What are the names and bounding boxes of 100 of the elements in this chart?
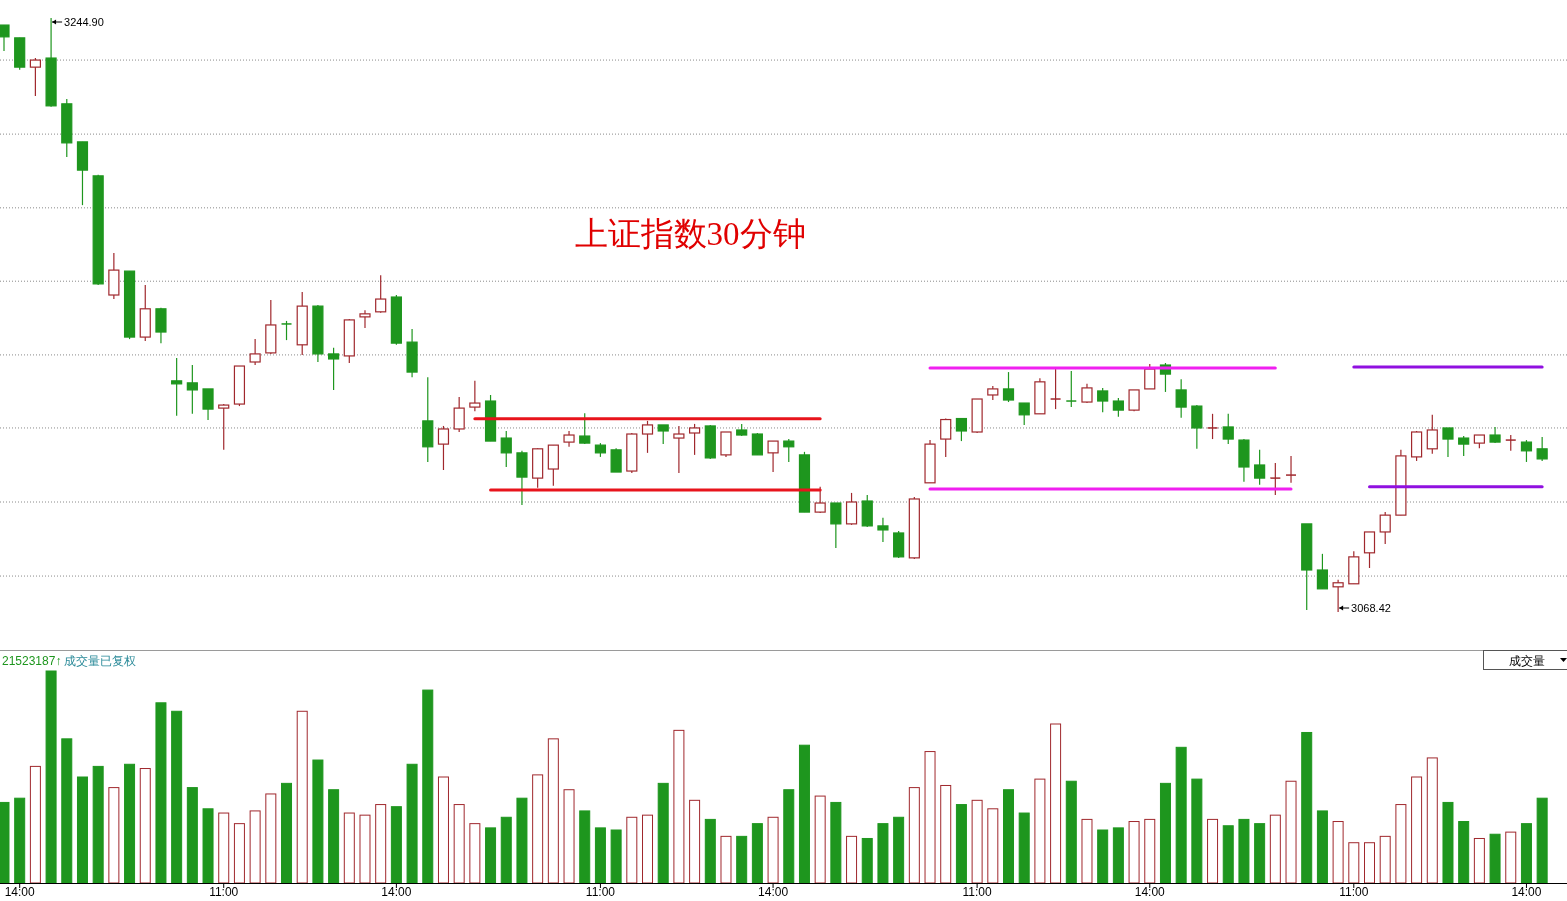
bar [485,827,497,884]
bar [233,823,245,884]
text: 21523187↑ [2,654,62,668]
bar [281,782,293,884]
bar [155,702,167,884]
bar [736,835,748,884]
bar [328,789,340,884]
bar [673,729,685,884]
bar [1316,810,1328,884]
bar [1395,804,1407,884]
text: 成交量 [1509,654,1545,668]
bar [767,816,779,884]
bar [971,799,983,884]
bar [1222,825,1234,884]
bar [61,738,73,884]
bar [0,801,10,884]
bar [218,812,230,884]
bar [516,797,528,884]
bar [704,818,716,884]
bar [1254,823,1266,884]
bar [296,710,308,884]
bar [1379,835,1391,884]
bar [1065,780,1077,884]
bar [1050,723,1062,884]
bar [171,710,183,884]
bar [1364,842,1375,884]
bar [1536,797,1548,884]
bar [1207,818,1219,884]
x-tick-label: 11:00 [585,885,616,899]
bar [406,763,418,884]
bar [657,782,669,884]
bar [830,801,842,884]
bar [877,823,889,884]
bar [359,814,371,884]
bar [1238,818,1250,884]
bar [1159,782,1171,884]
bar [846,835,858,884]
x-tick-label: 14:00 [1134,885,1166,899]
bar [76,776,88,884]
bar [1505,831,1517,884]
bar [422,689,434,884]
bar [500,816,512,884]
bar [1128,821,1140,884]
bar [642,814,654,884]
bar [563,789,575,884]
bar [45,670,57,884]
bar [1191,778,1203,884]
bar [1458,821,1470,884]
bar [1348,842,1360,884]
bar [1473,837,1485,884]
bar [1097,829,1109,884]
text: 成交量已复权 [64,654,136,668]
bar [92,765,104,884]
bar [579,810,591,884]
bar [798,744,810,884]
bar [751,823,763,884]
text: 上证指数30分钟 [574,216,806,252]
bar [312,759,324,884]
bar [186,787,198,884]
bar [1269,814,1281,884]
bar [1520,823,1532,884]
bar [626,816,638,884]
bar [955,804,967,884]
annotation: 3068.42 [1351,602,1391,614]
bar [453,804,465,884]
bar [610,829,622,884]
bar [532,774,544,884]
x-tick-label: 11:00 [1339,885,1369,899]
bar [1112,827,1124,884]
bar [1489,833,1501,884]
bar [1411,776,1423,884]
bar [893,816,905,884]
x-tick-label: 14:00 [381,885,412,899]
bar [720,835,732,884]
bar [594,827,606,884]
bar [108,787,120,884]
bar [1442,801,1454,884]
bar [1034,778,1046,884]
bar [924,751,936,884]
x-tick-label: 14:00 [1511,885,1542,899]
bar [375,804,387,884]
bar [783,789,795,884]
bar [124,763,136,884]
bar [437,776,449,884]
bar [1332,821,1344,884]
bar [689,799,701,884]
bar [547,738,559,884]
bar [265,793,277,884]
bar [343,812,355,884]
bar [1175,746,1187,884]
x-tick-label: 11:00 [962,885,993,899]
bar [987,808,999,884]
annotation: 3244.90 [64,16,104,28]
bar [861,837,873,884]
bar [390,806,402,884]
bar [1003,789,1015,884]
x-tick-label: 14:00 [758,885,789,899]
bar [202,808,214,884]
bar [29,765,41,884]
bar [814,795,826,884]
